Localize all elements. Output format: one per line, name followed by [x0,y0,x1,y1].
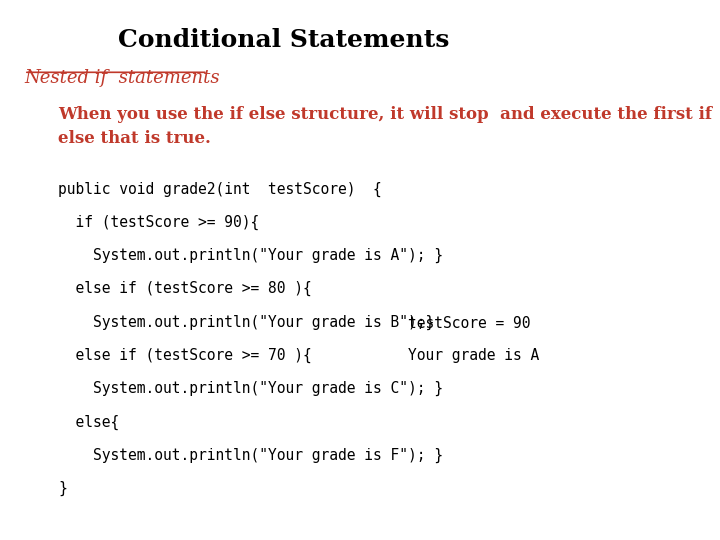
Text: if (testScore >= 90){: if (testScore >= 90){ [58,215,259,230]
Text: Your grade is A: Your grade is A [408,348,540,363]
Text: else if (testScore >= 80 ){: else if (testScore >= 80 ){ [58,281,312,296]
Text: System.out.println("Your grade is B");}: System.out.println("Your grade is B");} [58,315,434,330]
Text: public void grade2(int  testScore)  {: public void grade2(int testScore) { [58,181,382,197]
Text: System.out.println("Your grade is C"); }: System.out.println("Your grade is C"); } [58,381,443,396]
Text: else if (testScore >= 70 ){: else if (testScore >= 70 ){ [58,348,312,363]
Text: Conditional Statements: Conditional Statements [118,28,450,52]
Text: When you use the if else structure, it will stop  and execute the first if
else : When you use the if else structure, it w… [58,106,712,147]
Text: Nested if  statements: Nested if statements [24,69,220,86]
Text: else{: else{ [58,415,120,430]
Text: System.out.println("Your grade is F"); }: System.out.println("Your grade is F"); } [58,448,443,463]
Text: testScore = 90: testScore = 90 [408,316,531,330]
Text: System.out.println("Your grade is A"); }: System.out.println("Your grade is A"); } [58,248,443,263]
Text: }: } [58,481,67,496]
